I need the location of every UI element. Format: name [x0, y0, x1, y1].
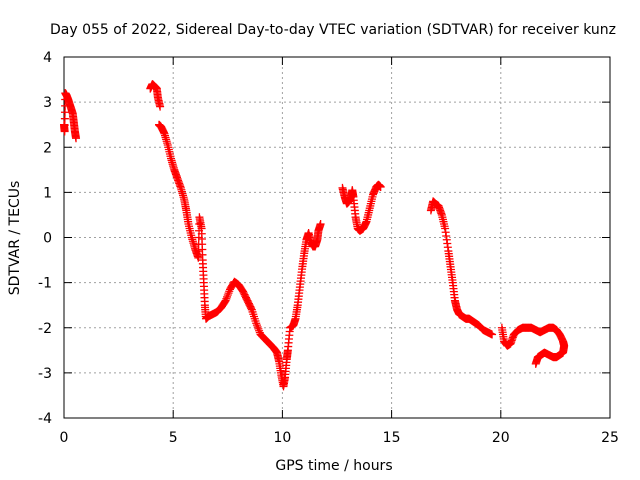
data-point-marker: [316, 219, 325, 228]
data-point-marker: [222, 294, 231, 303]
data-point-marker: [255, 326, 264, 335]
y-tick-label: 4: [43, 50, 52, 66]
data-point-marker: [221, 296, 230, 305]
x-axis-label: GPS time / hours: [275, 458, 392, 474]
y-tick-label: -4: [38, 411, 52, 427]
x-tick-label: 5: [169, 430, 178, 446]
y-tick-label: 1: [43, 185, 52, 201]
data-point-marker: [488, 330, 497, 339]
data-point-marker: [223, 292, 232, 301]
data-points: [60, 80, 569, 391]
y-tick-label: -3: [38, 366, 52, 382]
y-tick-label: 2: [43, 140, 52, 156]
x-tick-label: 0: [60, 430, 69, 446]
x-tick-label: 25: [601, 430, 619, 446]
x-tick-label: 15: [383, 430, 401, 446]
grid-lines: [64, 57, 610, 418]
data-point-marker: [253, 322, 262, 331]
y-tick-label: -1: [38, 276, 52, 292]
y-tick-label: 3: [43, 95, 52, 111]
chart-title: Day 055 of 2022, Sidereal Day-to-day VTE…: [50, 22, 616, 38]
x-tick-label: 10: [273, 430, 291, 446]
data-point-marker: [254, 324, 263, 333]
y-tick-label: -2: [38, 321, 52, 337]
data-point-marker: [252, 319, 261, 328]
data-point-marker: [72, 134, 81, 143]
x-tick-label: 20: [492, 430, 510, 446]
axis-ticks: 0 5 10 15 20 25 -4 -3 -2 -1 0 1 2 3 4: [38, 50, 619, 446]
y-tick-label: 0: [43, 231, 52, 247]
data-point-marker: [194, 247, 203, 256]
data-point-marker: [224, 289, 233, 298]
data-point-marker: [194, 253, 203, 262]
data-point-marker: [223, 291, 232, 300]
data-point-marker: [156, 102, 165, 111]
y-axis-label: SDTVAR / TECUs: [7, 181, 23, 296]
data-point-marker: [376, 182, 385, 191]
data-point-marker: [247, 304, 256, 313]
data-point-marker: [252, 321, 261, 330]
data-point-marker: [531, 359, 540, 368]
